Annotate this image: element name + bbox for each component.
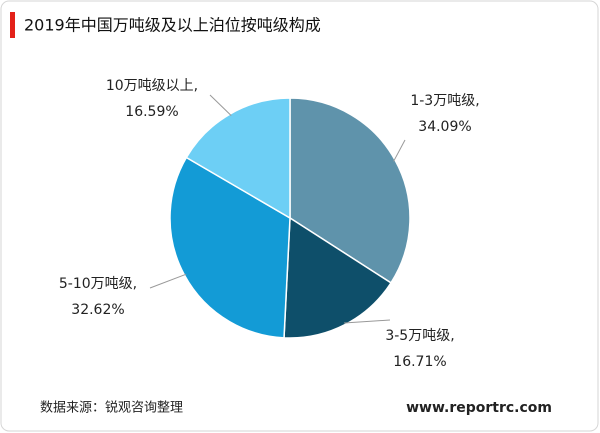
leader-line xyxy=(209,94,232,117)
value-label: 16.71% xyxy=(393,354,446,370)
leader-line xyxy=(149,273,187,289)
slice-label: 5-10万吨级, xyxy=(59,276,137,292)
slice-label: 1-3万吨级, xyxy=(410,93,479,109)
slice-label: 3-5万吨级, xyxy=(385,328,454,344)
chart-title: 2019年中国万吨级及以上泊位按吨级构成 xyxy=(24,16,321,35)
pie-slice xyxy=(283,216,393,339)
value-label: 34.09% xyxy=(418,119,471,135)
leader-line xyxy=(343,319,391,324)
source: 数据来源：锐观咨询整理 xyxy=(40,401,183,416)
leader-line xyxy=(393,139,406,162)
value-label: 32.62% xyxy=(71,302,124,318)
title-marker xyxy=(10,12,15,38)
pie-slice xyxy=(185,97,291,220)
value-label: 16.59% xyxy=(125,104,178,120)
website: www.reportrc.com xyxy=(406,400,552,416)
slice-label: 10万吨级以上, xyxy=(106,78,198,94)
